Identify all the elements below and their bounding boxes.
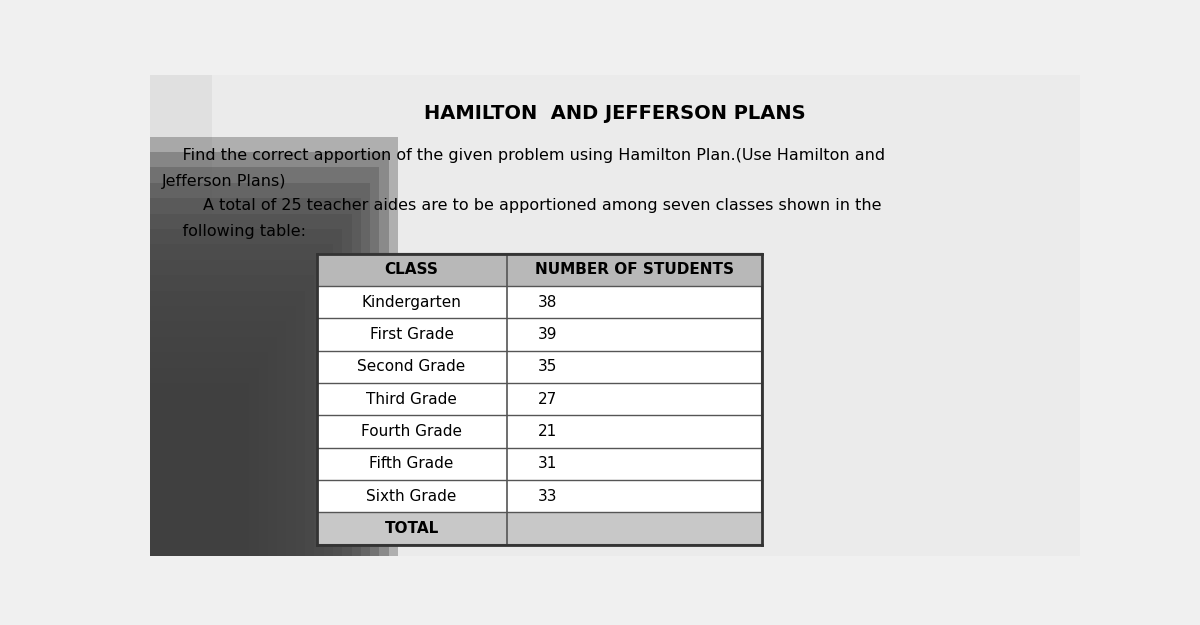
Text: First Grade: First Grade <box>370 327 454 342</box>
Bar <box>150 291 305 625</box>
Bar <box>150 368 258 625</box>
Bar <box>150 260 324 625</box>
Text: Fifth Grade: Fifth Grade <box>370 456 454 471</box>
Bar <box>150 321 287 625</box>
Text: CLASS: CLASS <box>385 262 438 278</box>
Text: 21: 21 <box>538 424 557 439</box>
Bar <box>150 275 314 625</box>
Bar <box>150 168 379 625</box>
Bar <box>150 306 295 625</box>
Text: HAMILTON  AND JEFFERSON PLANS: HAMILTON AND JEFFERSON PLANS <box>424 104 806 123</box>
Bar <box>150 182 370 625</box>
Bar <box>150 229 342 625</box>
Bar <box>150 198 361 625</box>
Text: 39: 39 <box>538 327 557 342</box>
Text: TOTAL: TOTAL <box>384 521 439 536</box>
Bar <box>317 512 762 545</box>
Bar <box>150 152 389 625</box>
Bar <box>150 414 230 625</box>
Text: NUMBER OF STUDENTS: NUMBER OF STUDENTS <box>535 262 734 278</box>
Bar <box>150 137 398 618</box>
Bar <box>150 383 250 625</box>
Bar <box>150 337 277 625</box>
Bar <box>150 398 240 625</box>
Text: Find the correct apportion of the given problem using Hamilton Plan.(Use Hamilto: Find the correct apportion of the given … <box>162 148 884 163</box>
Bar <box>317 254 762 545</box>
Text: A total of 25 teacher aides are to be apportioned among seven classes shown in t: A total of 25 teacher aides are to be ap… <box>162 198 881 213</box>
Bar <box>317 254 762 286</box>
Text: 27: 27 <box>538 392 557 407</box>
Text: 33: 33 <box>538 489 557 504</box>
Text: Third Grade: Third Grade <box>366 392 457 407</box>
Bar <box>150 214 352 625</box>
Bar <box>150 352 268 625</box>
Bar <box>150 244 332 625</box>
Text: Kindergarten: Kindergarten <box>361 294 462 309</box>
Bar <box>150 429 221 625</box>
Text: 35: 35 <box>538 359 557 374</box>
Text: 31: 31 <box>538 456 557 471</box>
Text: Jefferson Plans): Jefferson Plans) <box>162 174 286 189</box>
Text: Sixth Grade: Sixth Grade <box>366 489 457 504</box>
Text: 38: 38 <box>538 294 557 309</box>
Text: following table:: following table: <box>162 224 306 239</box>
Text: Fourth Grade: Fourth Grade <box>361 424 462 439</box>
Text: Second Grade: Second Grade <box>358 359 466 374</box>
